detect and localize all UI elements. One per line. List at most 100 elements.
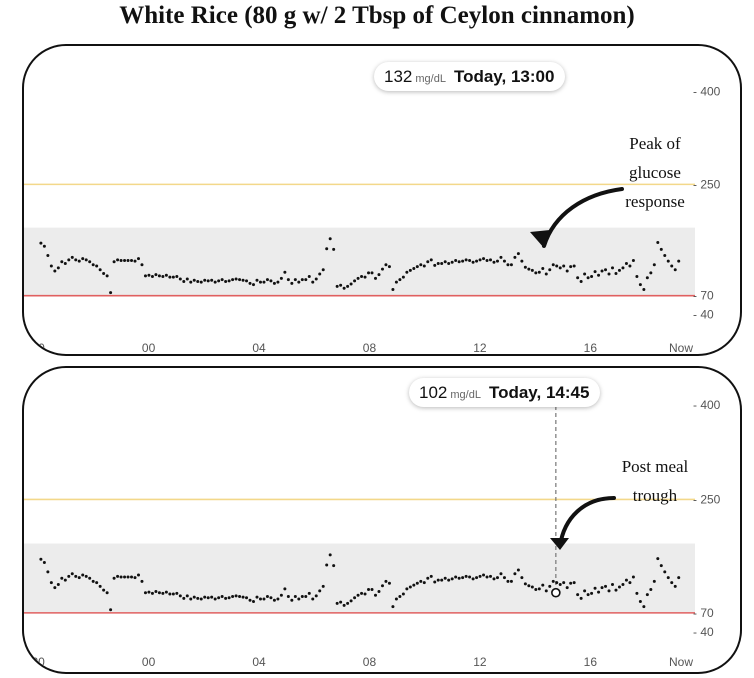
glucose-point [56, 583, 60, 587]
glucose-point [227, 596, 231, 600]
glucose-point [443, 260, 447, 264]
glucose-point [196, 279, 200, 283]
glucose-point [175, 275, 179, 279]
glucose-point [576, 276, 580, 280]
glucose-point [53, 269, 57, 273]
glucose-point [607, 589, 611, 593]
tooltip-time: Today, 14:45 [488, 383, 590, 402]
glucose-point [304, 594, 308, 598]
glucose-point [293, 594, 297, 598]
y-tick-label: - 400 [693, 85, 721, 99]
glucose-point [262, 280, 266, 284]
glucose-point [433, 580, 437, 584]
glucose-point [426, 576, 430, 580]
glucose-chart-svg: - 400 - 250 - 70 - 40 20 00 04 08 12 16 Now [24, 398, 721, 669]
glucose-point [189, 280, 193, 284]
glucose-point [569, 265, 573, 269]
annotation-line: response [625, 192, 685, 211]
glucose-point [652, 579, 656, 583]
glucose-point [213, 597, 217, 601]
glucose-point [436, 262, 440, 266]
glucose-point [656, 557, 660, 561]
y-tick-label: - 40 [693, 307, 714, 321]
tooltip-value: 102 [419, 383, 448, 402]
glucose-point [265, 594, 269, 598]
glucose-point [433, 263, 437, 267]
glucose-point [635, 591, 639, 595]
glucose-point [206, 596, 210, 600]
glucose-point [405, 270, 409, 274]
glucose-point [520, 576, 524, 580]
chart-title: White Rice (80 g w/ 2 Tbsp of Ceylon cin… [119, 2, 635, 29]
annotation-peak: Peak of glucose response [596, 129, 714, 216]
glucose-point [363, 275, 367, 279]
glucose-point [516, 568, 520, 572]
glucose-point [482, 257, 486, 261]
glucose-point [426, 260, 430, 264]
glucose-point [590, 591, 594, 595]
glucose-point [307, 275, 311, 279]
glucose-point [49, 264, 53, 268]
glucose-point [116, 574, 120, 578]
glucose-point [478, 258, 482, 262]
glucose-point [471, 260, 475, 264]
glucose-point [642, 605, 646, 609]
glucose-point [342, 286, 346, 290]
glucose-point [67, 258, 71, 262]
y-tick-label: - 250 [693, 492, 721, 506]
glucose-point [670, 264, 674, 268]
glucose-point [328, 553, 332, 557]
glucose-point [84, 574, 88, 578]
glucose-point [597, 273, 601, 277]
glucose-point [373, 276, 377, 280]
glucose-point [461, 576, 465, 580]
glucose-point [440, 578, 444, 582]
glucose-point [649, 588, 653, 592]
glucose-point [614, 588, 618, 592]
glucose-point [506, 263, 510, 267]
glucose-point [164, 273, 168, 277]
glucose-point [81, 257, 85, 261]
glucose-point [210, 278, 214, 282]
glucose-point [360, 591, 364, 595]
glucose-point [300, 278, 304, 282]
glucose-point [534, 271, 538, 275]
glucose-point [551, 579, 555, 583]
glucose-point [367, 588, 371, 592]
glucose-point [70, 572, 74, 576]
glucose-point [610, 266, 614, 270]
glucose-point [489, 574, 493, 578]
glucose-point [88, 576, 92, 580]
glucose-point [670, 581, 674, 585]
glucose-point [673, 584, 677, 588]
glucose-point [231, 594, 235, 598]
glucose-point [356, 593, 360, 597]
glucose-point [98, 584, 102, 588]
glucose-point [133, 576, 137, 580]
glucose-point [492, 260, 496, 264]
glucose-point [339, 600, 343, 604]
glucose-point [74, 258, 78, 262]
glucose-point [46, 570, 50, 574]
glucose-point [119, 258, 123, 262]
glucose-point [471, 577, 475, 581]
glucose-point [548, 584, 552, 588]
glucose-point [335, 284, 339, 288]
glucose-point [597, 590, 601, 594]
glucose-point [318, 272, 322, 276]
glucose-point [673, 268, 677, 272]
glucose-point [286, 278, 290, 282]
glucose-point [349, 282, 353, 286]
y-tick-label: - 40 [693, 625, 714, 639]
glucose-point [363, 592, 367, 596]
glucose-point [130, 575, 134, 579]
glucose-point [447, 262, 451, 266]
glucose-point [231, 278, 235, 282]
glucose-point [558, 266, 562, 270]
glucose-point [241, 278, 245, 282]
glucose-point [245, 596, 249, 600]
glucose-point [60, 260, 64, 264]
glucose-point [464, 258, 468, 262]
glucose-point [325, 563, 329, 567]
glucose-point [297, 597, 301, 601]
